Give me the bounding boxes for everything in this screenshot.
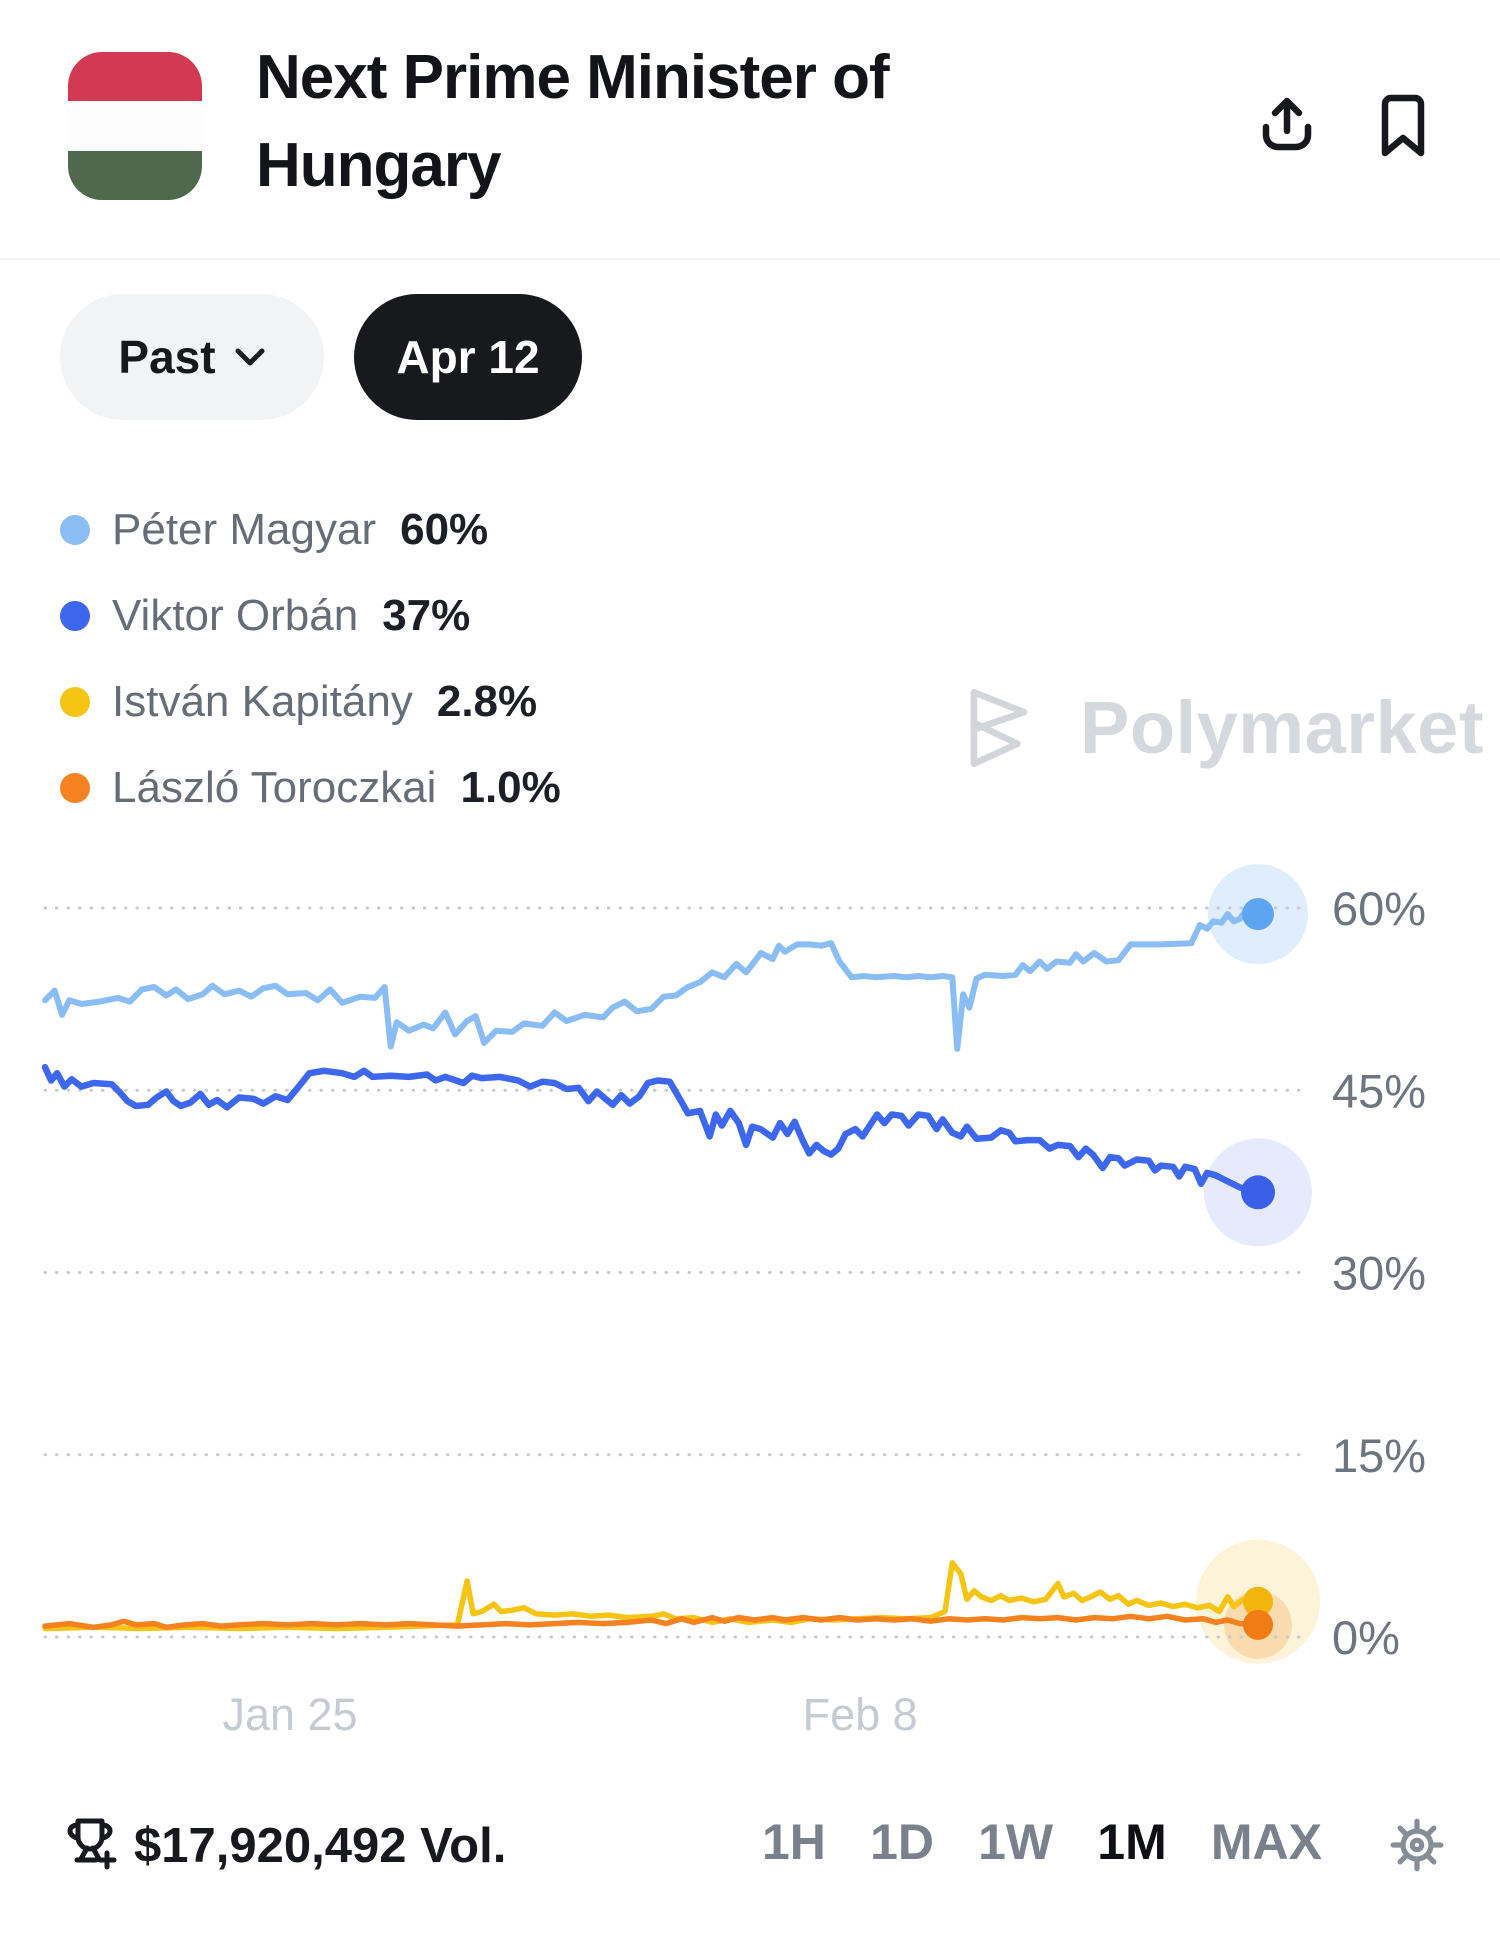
flag-stripe-white — [68, 101, 202, 151]
legend-dot-istvan-kapitany — [60, 687, 90, 717]
date-filter-label: Apr 12 — [396, 331, 540, 383]
range-1d[interactable]: 1D — [870, 1814, 934, 1870]
series-line-peter-magyar — [42, 907, 1261, 1052]
legend-name: László Toroczkai — [112, 763, 437, 812]
legend-item[interactable]: Viktor Orbán 37% — [60, 573, 561, 659]
endpoint-dot-istvan-kapitany — [1243, 1586, 1273, 1617]
range-1m[interactable]: 1M — [1097, 1814, 1167, 1870]
legend-item[interactable]: István Kapitány 2.8% — [60, 659, 561, 745]
legend-item[interactable]: Péter Magyar 60% — [60, 487, 561, 573]
series-line-viktor-orban — [41, 1063, 1262, 1196]
legend-name: Péter Magyar — [112, 505, 377, 554]
polymarket-wordmark: Polymarket — [1080, 686, 1484, 769]
legend-item[interactable]: László Toroczkai 1.0% — [60, 745, 561, 831]
y-axis-label-45: 45% — [1332, 1064, 1426, 1117]
x-axis-label: Jan 25 — [222, 1689, 357, 1740]
date-filter-pill[interactable]: Apr 12 — [354, 294, 582, 420]
volume-text: $17,920,492 Vol. — [134, 1819, 507, 1873]
chevron-down-icon — [235, 348, 265, 366]
legend-value: 37% — [382, 591, 471, 640]
y-axis-label-60: 60% — [1332, 882, 1426, 935]
y-axis-label-30: 30% — [1332, 1247, 1426, 1300]
flag-stripe-green — [68, 150, 202, 200]
legend-dot-laszlo-toroczkai — [60, 773, 90, 803]
legend-dot-viktor-orban — [60, 601, 90, 631]
legend-value: 60% — [400, 505, 489, 554]
endpoint-dot-peter-magyar — [1242, 898, 1274, 931]
price-history-chart[interactable]: 60% 45% 30% 15% 0% Jan 25 Feb 8 — [0, 860, 1500, 1740]
y-axis-label-0: 0% — [1332, 1611, 1400, 1664]
x-axis-label: Feb 8 — [803, 1689, 918, 1740]
page-title: Next Prime Minister of Hungary — [256, 43, 890, 200]
legend-value: 2.8% — [436, 677, 538, 726]
bookmark-icon[interactable] — [1376, 92, 1430, 160]
range-max[interactable]: MAX — [1210, 1814, 1322, 1870]
legend-name: Viktor Orbán — [112, 591, 359, 640]
legend-name: István Kapitány — [112, 677, 413, 726]
past-filter-label: Past — [118, 331, 216, 383]
range-1h[interactable]: 1H — [762, 1814, 826, 1870]
y-axis-label-15: 15% — [1332, 1429, 1426, 1482]
trophy-volume-icon — [67, 1818, 117, 1870]
legend-dot-peter-magyar — [60, 515, 90, 545]
polymarket-watermark: Polymarket — [966, 688, 1484, 768]
range-1w[interactable]: 1W — [978, 1814, 1054, 1870]
endpoint-dot-viktor-orban — [1241, 1175, 1275, 1210]
past-filter-dropdown[interactable]: Past — [60, 294, 324, 420]
market-flag-icon — [68, 52, 202, 200]
chart-legend: Péter Magyar 60% Viktor Orbán 37% István… — [60, 487, 561, 831]
series-line-laszlo-toroczkai — [42, 1613, 1261, 1631]
polymarket-logo-icon — [970, 689, 1028, 767]
time-range-selector: 1H 1D 1W 1M MAX — [762, 1813, 1322, 1871]
legend-value: 1.0% — [460, 763, 561, 812]
header-divider — [0, 258, 1500, 260]
settings-gear-icon[interactable] — [1388, 1816, 1446, 1874]
endpoint-dot-laszlo-toroczkai — [1243, 1609, 1273, 1640]
flag-stripe-red — [68, 52, 202, 102]
share-icon[interactable] — [1256, 94, 1318, 156]
